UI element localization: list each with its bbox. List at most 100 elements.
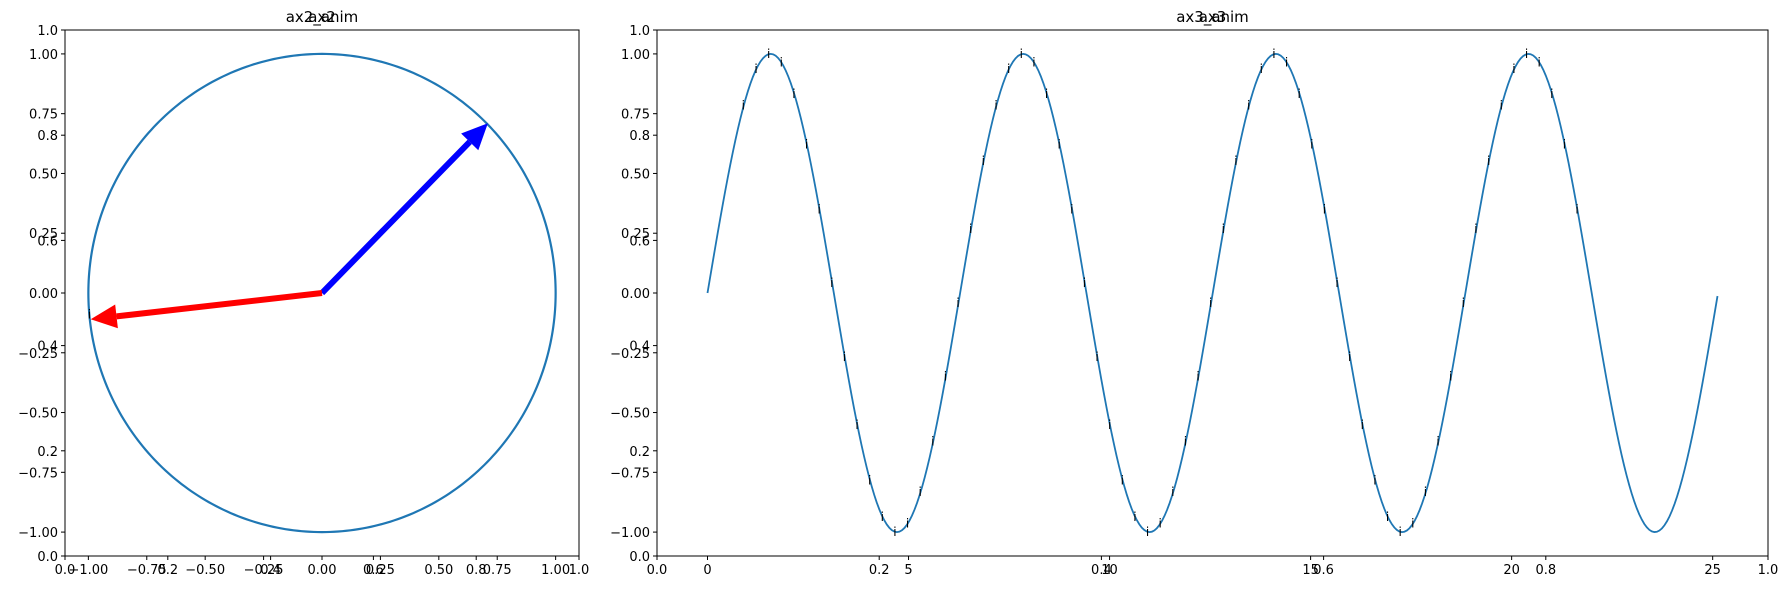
marker-label: i	[1234, 154, 1237, 168]
marker-label: i	[1500, 99, 1503, 113]
x-tick-label: 15	[1302, 563, 1319, 578]
marker-label: i	[893, 525, 896, 539]
chart-title-overlay: ax2_anim	[286, 8, 359, 27]
x-tick-label: −0.75	[127, 563, 167, 578]
bg-y-tick-label: 0.2	[37, 445, 58, 460]
marker-label: i	[1045, 87, 1048, 101]
y-tick-label: −0.25	[18, 347, 58, 362]
annotation-label: i	[88, 308, 91, 322]
x-tick-label: −0.50	[185, 563, 225, 578]
marker-label: i	[1323, 203, 1326, 217]
x-tick-label: 10	[1101, 563, 1118, 578]
marker-label: i	[855, 418, 858, 432]
bg-x-tick-label: 0.6	[363, 563, 384, 578]
y-tick-label: −0.50	[610, 407, 650, 422]
marker-label: i	[881, 510, 884, 524]
x-tick-label: 5	[904, 563, 912, 578]
y-tick-label: 0.00	[29, 287, 58, 302]
y-tick-label: 0.50	[29, 167, 58, 182]
bg-x-tick-label: 0.4	[260, 563, 281, 578]
marker-label: i	[944, 369, 947, 383]
marker-label: i	[1361, 418, 1364, 432]
marker-label: i	[1424, 485, 1427, 499]
marker-label: i	[1487, 154, 1490, 168]
marker-label: i	[1373, 473, 1376, 487]
sine-line	[706, 52, 1719, 534]
bg-y-tick-label: 0.0	[37, 550, 58, 565]
arrow-shaft	[319, 139, 472, 296]
marker-label: i	[1184, 435, 1187, 449]
marker-label: i	[754, 62, 757, 76]
marker-label: i	[1399, 525, 1402, 539]
arrow-head	[461, 123, 488, 151]
bg-x-tick-label: 0.8	[466, 563, 487, 578]
y-tick-label: 1.00	[621, 48, 650, 63]
marker-label: i	[1159, 516, 1162, 530]
marker-label: i	[1285, 56, 1288, 70]
bg-y-tick-label: 0.0	[629, 550, 650, 565]
marker-label: i	[805, 137, 808, 151]
marker-label: i	[1310, 137, 1313, 151]
bg-x-tick-label: 1.0	[1758, 563, 1779, 578]
x-tick-label: 0.00	[308, 563, 337, 578]
marker-label: i	[1146, 525, 1149, 539]
bg-y-tick-label: 0.8	[629, 129, 650, 144]
marker-label: i	[1121, 473, 1124, 487]
marker-label: i	[742, 99, 745, 113]
bg-x-tick-label: 0.0	[647, 563, 668, 578]
y-tick-label: 0.25	[621, 227, 650, 242]
y-tick-label: −0.75	[610, 466, 650, 481]
bg-x-tick-label: 1.0	[569, 563, 590, 578]
marker-label: i	[792, 87, 795, 101]
circle-line	[87, 52, 557, 534]
marker-label: i	[1260, 62, 1263, 76]
marker-label: i	[919, 485, 922, 499]
marker-label: i	[1222, 222, 1225, 236]
marker-label: i	[1209, 296, 1212, 310]
marker-label: i	[1537, 56, 1540, 70]
marker-label: i	[1095, 350, 1098, 364]
marker-label: i	[767, 47, 770, 61]
x-tick-label: −0.25	[244, 563, 284, 578]
y-tick-label: 0.75	[29, 108, 58, 123]
marker-label: i	[1436, 435, 1439, 449]
marker-label: i	[1032, 56, 1035, 70]
marker-label: i	[994, 99, 997, 113]
marker-label: i	[1335, 276, 1338, 290]
bg-y-tick-label: 0.4	[629, 340, 650, 355]
marker-label: i	[1449, 369, 1452, 383]
bg-x-tick-label: 0.6	[1313, 563, 1334, 578]
x-tick-label: 25	[1704, 563, 1721, 578]
bg-y-tick-label: 0.6	[37, 234, 58, 249]
y-tick-label: −0.25	[610, 347, 650, 362]
marker-label: i	[969, 222, 972, 236]
axes-ax3: 0.00.00.20.20.40.40.60.60.80.81.01.00 5 10…	[610, 8, 1778, 578]
bg-y-tick-label: 1.0	[37, 24, 58, 39]
bg-y-tick-label: 0.8	[37, 129, 58, 144]
marker-label: i	[780, 56, 783, 70]
marker-label: i	[1348, 350, 1351, 364]
y-tick-label: −0.75	[18, 466, 58, 481]
x-tick-label: 0.75	[483, 563, 512, 578]
marker-label: i	[1297, 87, 1300, 101]
marker-label: i	[868, 473, 871, 487]
marker-label: i	[830, 276, 833, 290]
x-tick-label: 0	[703, 563, 711, 578]
bg-y-tick-label: 0.2	[629, 445, 650, 460]
bg-y-tick-label: 1.0	[629, 24, 650, 39]
marker-label: i	[1070, 203, 1073, 217]
y-tick-label: 0.00	[621, 287, 650, 302]
axes-ax2: 0.00.0 0.2 0.2 0.4 0.4 0.6 0.6 0.8 0.8 1.0 1.0 −1.0…	[18, 8, 589, 578]
chart-title-overlay: ax3_anim	[1176, 8, 1249, 27]
marker-label: i	[1007, 62, 1010, 76]
x-tick-label: −1.00	[68, 563, 108, 578]
x-tick-label: 20	[1503, 563, 1520, 578]
marker-label: i	[906, 516, 909, 530]
y-tick-label: −1.00	[18, 526, 58, 541]
x-tick-label: 1.00	[541, 563, 570, 578]
chart-title: ax2	[308, 8, 336, 26]
x-tick-label: 0.50	[424, 563, 453, 578]
marker-label: i	[931, 435, 934, 449]
marker-label: i	[1474, 222, 1477, 236]
marker-label: i	[1462, 296, 1465, 310]
